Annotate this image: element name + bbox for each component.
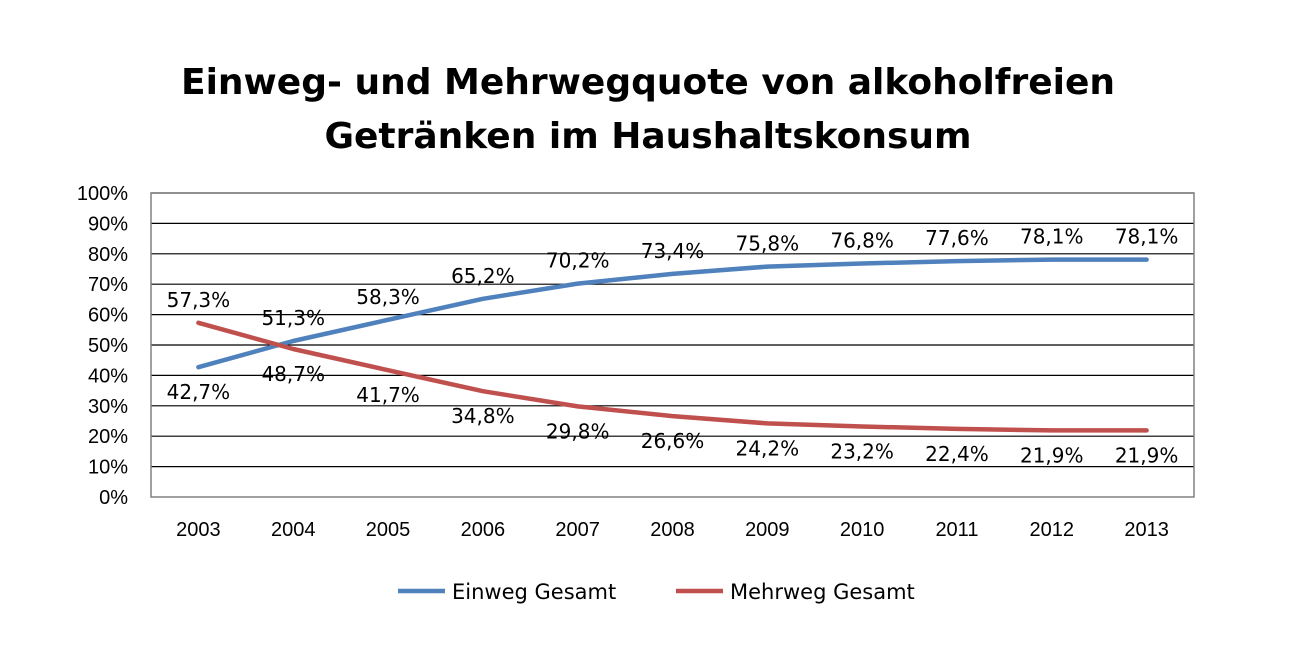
y-axis-ticks: 0% 10% 20% 30% 40% 50% 60% 70% 80% 90% 100%	[77, 183, 128, 509]
y-tick-label: 0%	[99, 487, 128, 509]
data-label: 51,3%	[261, 306, 325, 330]
legend-label: Mehrweg Gesamt	[730, 580, 915, 604]
data-label: 29,8%	[546, 419, 610, 443]
data-label: 24,2%	[736, 436, 800, 460]
plot-area-border	[150, 192, 1195, 498]
data-label: 48,7%	[261, 362, 325, 386]
y-tick-label: 10%	[88, 457, 128, 479]
x-tick-label: 2003	[176, 519, 221, 541]
data-label: 26,6%	[641, 429, 705, 453]
legend: Einweg Gesamt Mehrweg Gesamt	[398, 580, 915, 604]
data-label: 78,1%	[1115, 225, 1179, 249]
data-label: 21,9%	[1020, 443, 1084, 467]
y-tick-label: 20%	[88, 426, 128, 448]
chart-title: Einweg- und Mehrwegquote von alkoholfrei…	[0, 56, 1296, 164]
data-label: 57,3%	[167, 288, 231, 312]
x-axis-ticks: 2003 2004 2005 2006 2007 2008 2009 2010 2011 2012…	[176, 519, 1169, 541]
x-tick-label: 2007	[555, 519, 600, 541]
data-label: 77,6%	[925, 226, 989, 250]
x-tick-label: 2012	[1030, 519, 1075, 541]
data-label: 34,8%	[451, 404, 515, 428]
series-line-mehrweg	[196, 320, 1149, 433]
data-label: 42,7%	[167, 380, 231, 404]
y-tick-label: 60%	[88, 305, 128, 327]
x-tick-label: 2004	[271, 519, 316, 541]
y-tick-label: 100%	[77, 183, 128, 205]
gridlines	[151, 192, 1194, 468]
data-label: 73,4%	[641, 239, 705, 263]
x-tick-label: 2011	[935, 519, 978, 541]
data-label: 41,7%	[356, 383, 420, 407]
x-tick-label: 2005	[366, 519, 411, 541]
data-label: 76,8%	[830, 229, 894, 253]
y-tick-label: 40%	[88, 365, 128, 387]
data-label: 21,9%	[1115, 443, 1179, 467]
data-label: 23,2%	[830, 439, 894, 463]
chart-title-line-2: Getränken im Haushaltskonsum	[324, 116, 972, 157]
chart-title-line-1: Einweg- und Mehrwegquote von alkoholfrei…	[180, 62, 1115, 103]
data-label: 75,8%	[736, 232, 800, 256]
series-lines	[196, 257, 1149, 433]
x-tick-label: 2013	[1124, 519, 1169, 541]
legend-label: Einweg Gesamt	[452, 580, 616, 604]
x-tick-label: 2006	[461, 519, 506, 541]
data-label: 65,2%	[451, 264, 515, 288]
data-label: 78,1%	[1020, 225, 1084, 249]
y-tick-label: 50%	[88, 335, 128, 357]
y-tick-label: 70%	[88, 274, 128, 296]
series-line-einweg	[196, 257, 1149, 370]
y-tick-label: 80%	[88, 244, 128, 266]
data-label: 58,3%	[356, 285, 420, 309]
x-tick-label: 2009	[745, 519, 790, 541]
data-label: 70,2%	[546, 249, 610, 273]
data-label: 22,4%	[925, 442, 989, 466]
x-tick-label: 2010	[840, 519, 885, 541]
y-tick-label: 90%	[88, 213, 128, 235]
x-tick-label: 2008	[650, 519, 695, 541]
y-tick-label: 30%	[88, 396, 128, 418]
data-labels: 42,7% 51,3% 58,3% 65,2% 70,2% 73,4% 75,8% 76,8%…	[167, 225, 1179, 468]
